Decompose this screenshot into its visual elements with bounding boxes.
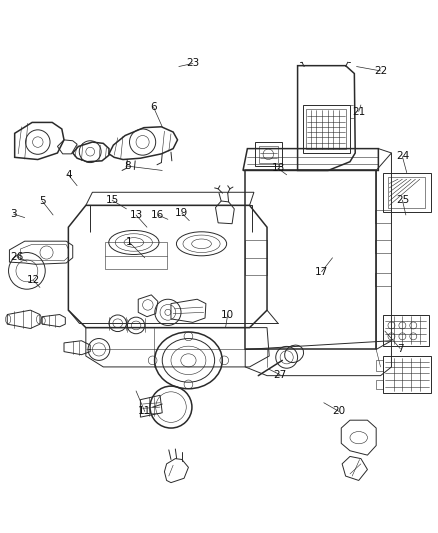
- Text: 27: 27: [273, 370, 287, 380]
- Text: 6: 6: [150, 102, 157, 112]
- Text: 13: 13: [129, 210, 143, 220]
- Text: 8: 8: [124, 161, 131, 171]
- Text: 23: 23: [186, 59, 199, 68]
- Text: 5: 5: [39, 196, 46, 206]
- Text: 10: 10: [221, 310, 234, 319]
- Text: 12: 12: [27, 276, 40, 286]
- Text: 18: 18: [271, 163, 285, 173]
- Text: 3: 3: [11, 209, 17, 219]
- Text: 24: 24: [396, 151, 409, 161]
- Text: 11: 11: [138, 407, 152, 416]
- Text: 17: 17: [315, 266, 328, 277]
- Text: 4: 4: [65, 170, 72, 180]
- Text: 21: 21: [352, 107, 365, 117]
- Text: 16: 16: [151, 210, 165, 220]
- Text: 7: 7: [397, 344, 403, 353]
- Text: 25: 25: [396, 195, 409, 205]
- Text: 1: 1: [126, 238, 133, 247]
- Text: 22: 22: [374, 66, 387, 76]
- Text: 15: 15: [106, 195, 119, 205]
- Text: 19: 19: [175, 208, 188, 218]
- Text: 20: 20: [332, 407, 346, 416]
- Text: 26: 26: [11, 252, 24, 262]
